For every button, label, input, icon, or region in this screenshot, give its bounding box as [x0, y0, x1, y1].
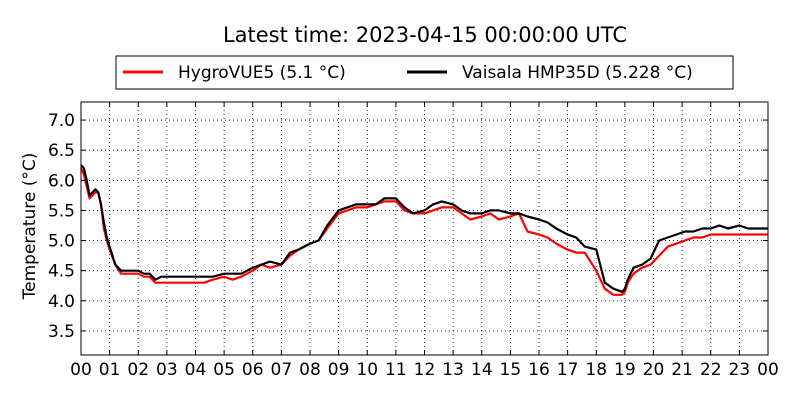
x-tick-label: 15	[500, 360, 522, 380]
legend-label-vaisala: Vaisala HMP35D (5.228 °C)	[462, 63, 693, 83]
ticks: 00 01 02 03 04 05 06 07 08 09 10 11 12 13 14 15 16 17 18 19…	[48, 102, 779, 380]
x-tick-label: 09	[328, 360, 350, 380]
x-tick-label: 23	[729, 360, 751, 380]
x-tick-label: 03	[156, 360, 178, 380]
x-tick-label: 08	[299, 360, 321, 380]
y-tick-label: 6.5	[48, 141, 75, 161]
y-tick-label: 4.5	[48, 262, 75, 282]
y-tick-label: 5.5	[48, 201, 75, 221]
legend: HygroVUE5 (5.1 °C) Vaisala HMP35D (5.228…	[115, 55, 734, 90]
x-tick-label: 21	[671, 360, 693, 380]
y-tick-label: 3.5	[48, 322, 75, 342]
x-tick-label: 13	[442, 360, 464, 380]
x-tick-label: 01	[99, 360, 121, 380]
x-tick-label: 18	[585, 360, 607, 380]
legend-label-hygrovue5: HygroVUE5 (5.1 °C)	[178, 63, 346, 83]
y-tick-label: 5.0	[48, 232, 75, 252]
series-line-vaisala	[80, 164, 768, 293]
x-tick-label: 20	[643, 360, 665, 380]
x-tick-label: 14	[471, 360, 493, 380]
x-tick-label: 16	[528, 360, 550, 380]
x-tick-label: 22	[700, 360, 722, 380]
x-tick-label: 19	[614, 360, 636, 380]
x-tick-label: 06	[242, 360, 264, 380]
x-tick-label: 00	[70, 360, 92, 380]
x-tick-label: 17	[557, 360, 579, 380]
x-tick-label: 02	[127, 360, 149, 380]
y-tick-label: 7.0	[48, 111, 75, 131]
plot-frame	[80, 101, 769, 356]
x-tick-label: 11	[385, 360, 407, 380]
x-tick-label: 07	[271, 360, 293, 380]
y-tick-label: 4.0	[48, 292, 75, 312]
grid	[81, 102, 768, 355]
x-tick-label: 05	[213, 360, 235, 380]
x-tick-label: 04	[185, 360, 207, 380]
chart-title: Latest time: 2023-04-15 00:00:00 UTC	[223, 23, 627, 47]
y-tick-label: 6.0	[48, 171, 75, 191]
x-tick-label: 10	[356, 360, 378, 380]
series-layer	[80, 164, 768, 296]
y-axis-label: Temperature (°C)	[20, 153, 40, 301]
x-tick-label: 00	[757, 360, 779, 380]
x-tick-label: 12	[414, 360, 436, 380]
